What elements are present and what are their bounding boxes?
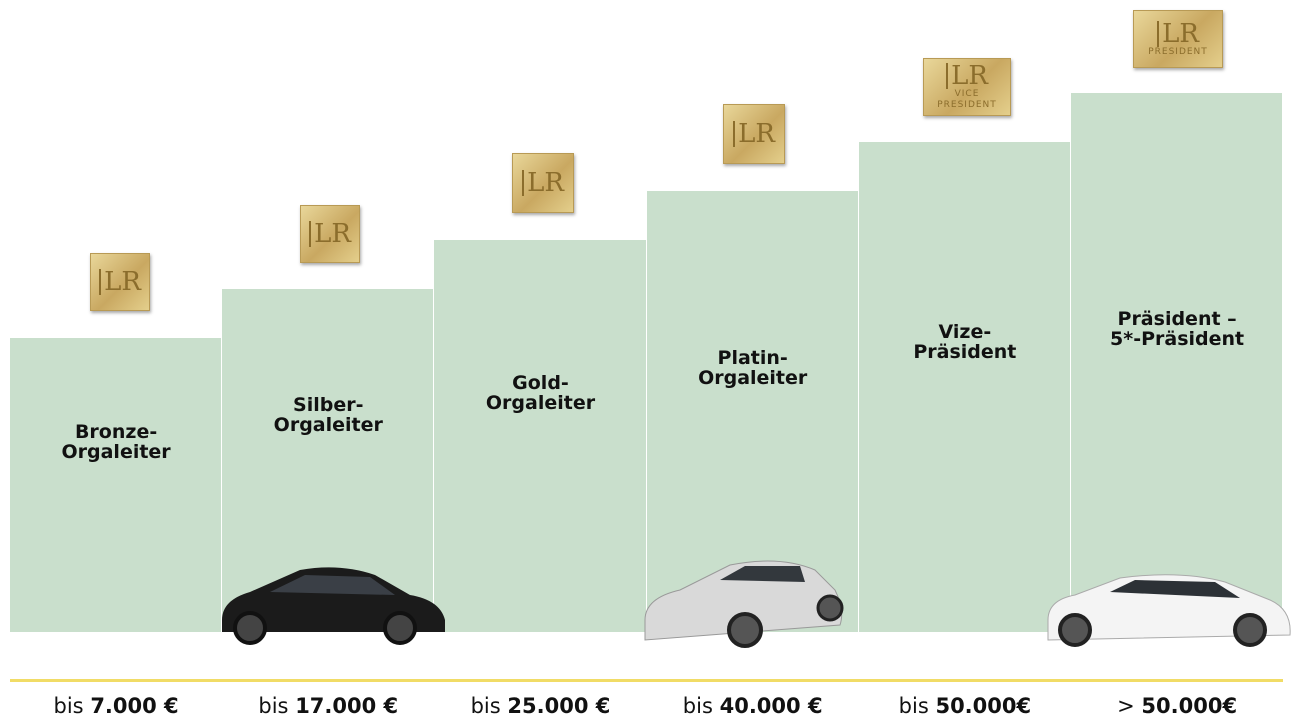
car-white [1048, 575, 1290, 645]
car-black [222, 567, 445, 643]
car-silver [645, 561, 842, 646]
page: {"levels": [ {"title": ["Bronze-", "Orga… [0, 0, 1301, 725]
cars [0, 0, 1301, 725]
